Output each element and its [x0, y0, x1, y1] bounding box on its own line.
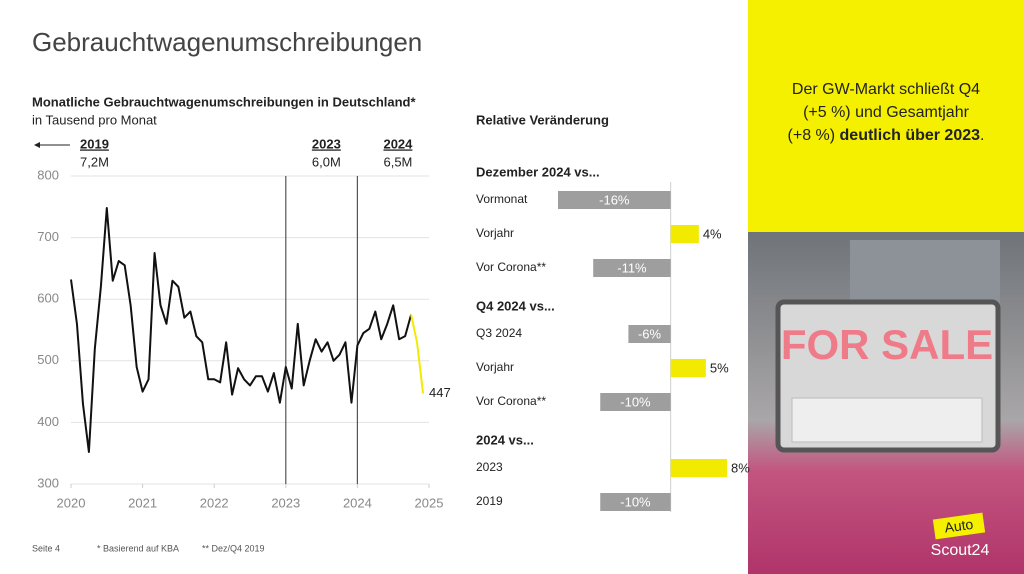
x-tick-label: 2020 — [57, 495, 86, 510]
x-tick-label: 2024 — [343, 495, 372, 510]
period-value: 6,5M — [383, 154, 412, 169]
x-tick-label: 2021 — [128, 495, 157, 510]
y-tick-label: 600 — [37, 291, 59, 306]
row-label: Vor Corona** — [476, 394, 546, 408]
y-tick-label: 700 — [37, 229, 59, 244]
period-label: 2023 — [312, 136, 341, 151]
bar-chart-title: Relative Veränderung — [476, 112, 609, 127]
value-label: 447 — [429, 385, 451, 400]
row-label: Vorjahr — [476, 360, 514, 374]
value-label: -16% — [599, 192, 630, 207]
line-series — [410, 314, 425, 394]
value-label: 8% — [731, 460, 750, 475]
photo-sign-plate — [791, 397, 983, 443]
value-label: -10% — [620, 394, 651, 409]
row-label: Vorjahr — [476, 226, 514, 240]
y-tick-label: 300 — [37, 475, 59, 490]
logo-top: Auto — [943, 516, 974, 536]
reference-value: 7,2M — [80, 154, 109, 169]
reference-label: 2019 — [80, 136, 109, 151]
footer-note: ** Dez/Q4 2019 — [202, 543, 265, 553]
value-label: 5% — [710, 360, 729, 375]
group-title: Dezember 2024 vs... — [476, 164, 600, 179]
y-tick-label: 400 — [37, 414, 59, 429]
bar — [670, 359, 706, 377]
bar — [600, 393, 671, 411]
bar — [558, 191, 671, 209]
group-title: Q4 2024 vs... — [476, 298, 555, 313]
bar — [670, 459, 727, 477]
callout-bold: deutlich über 2023 — [840, 127, 981, 144]
photo-window — [850, 240, 1000, 310]
period-value: 6,0M — [312, 154, 341, 169]
row-label: Vor Corona** — [476, 260, 546, 274]
row-label: Vormonat — [476, 192, 528, 206]
value-label: 4% — [703, 226, 722, 241]
photo-sign-text: FOR SALE — [781, 321, 993, 368]
value-label: -6% — [638, 326, 662, 341]
period-label: 2024 — [383, 136, 413, 151]
line-series — [70, 207, 413, 453]
callout-text: . — [980, 127, 984, 144]
chart-subtitle: in Tausend pro Monat — [32, 112, 157, 127]
reference-arrowhead — [34, 142, 40, 148]
footer-page: Seite 4 — [32, 543, 60, 553]
page-title: Gebrauchtwagenumschreibungen — [32, 27, 422, 57]
callout-text: (+8 %) — [788, 127, 840, 144]
chart-title: Monatliche Gebrauchtwagenumschreibungen … — [32, 94, 416, 109]
value-label: -10% — [620, 494, 651, 509]
callout-panel — [748, 0, 1024, 232]
y-tick-label: 800 — [37, 167, 59, 182]
callout-line: (+5 %) und Gesamtjahr — [803, 104, 970, 121]
y-tick-label: 500 — [37, 352, 59, 367]
logo-bottom: Scout24 — [931, 542, 990, 559]
x-tick-label: 2025 — [415, 495, 444, 510]
footer-note: * Basierend auf KBA — [97, 543, 179, 553]
logo-tag — [932, 512, 986, 540]
row-label: Q3 2024 — [476, 326, 522, 340]
x-tick-label: 2022 — [200, 495, 229, 510]
x-tick-label: 2023 — [271, 495, 300, 510]
callout-line: Der GW-Markt schließt Q4 — [792, 81, 980, 98]
bar — [628, 325, 671, 343]
bar — [600, 493, 671, 511]
row-label: 2019 — [476, 494, 503, 508]
bar — [670, 225, 699, 243]
callout-line: (+8 %) deutlich über 2023. — [788, 127, 985, 144]
row-label: 2023 — [476, 460, 503, 474]
group-title: 2024 vs... — [476, 432, 534, 447]
bar — [593, 259, 671, 277]
value-label: -11% — [617, 260, 647, 275]
